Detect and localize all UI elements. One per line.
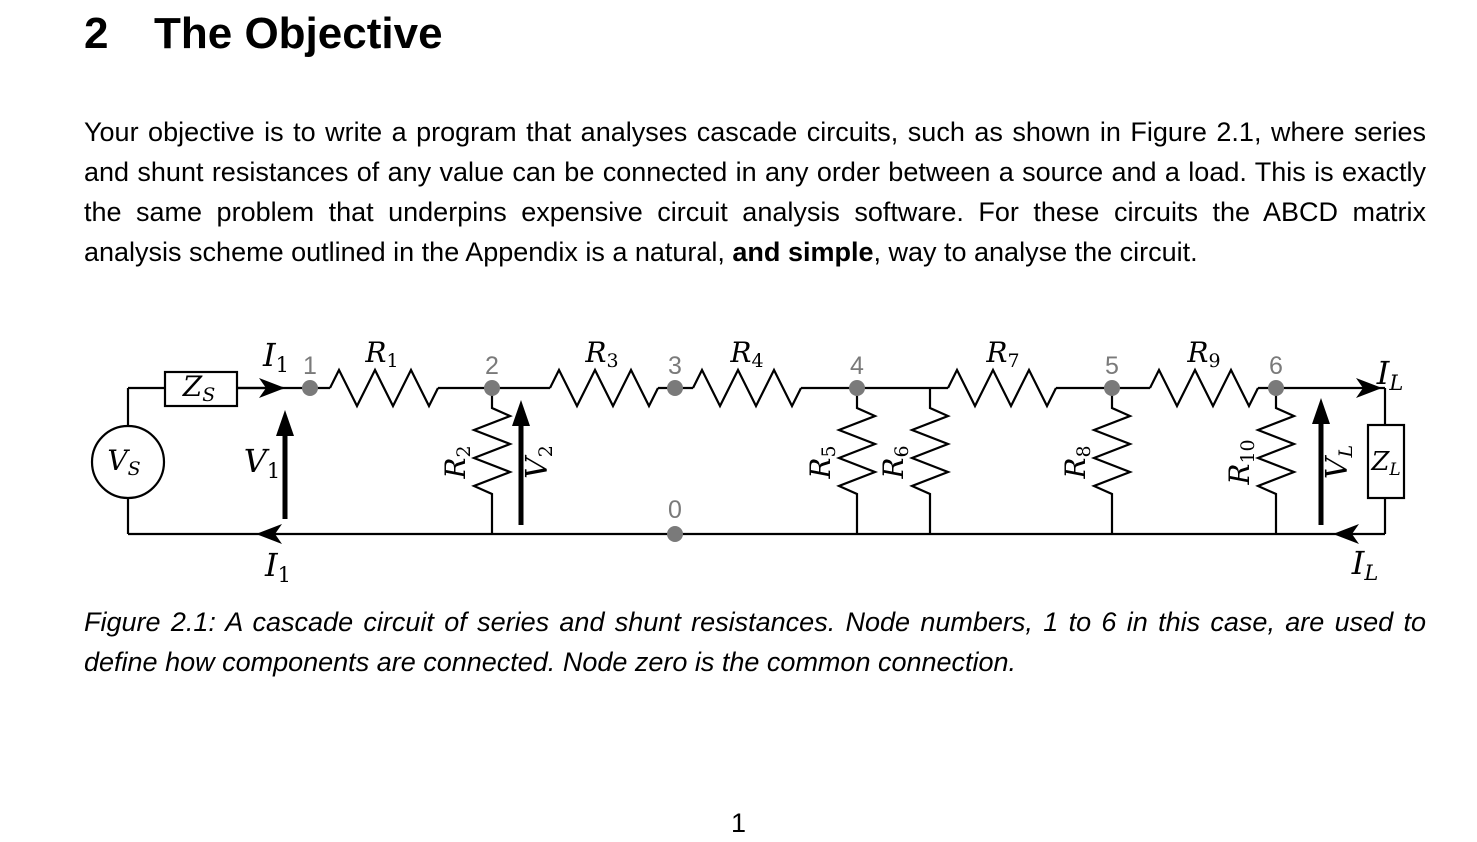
- voltage-source: [90, 424, 166, 500]
- node-dot-0: [667, 526, 683, 542]
- label-vs: VS: [107, 444, 140, 480]
- label-zl: ZL: [1370, 447, 1400, 480]
- paragraph-space: [780, 237, 788, 267]
- label-i1-top: I1: [262, 336, 289, 377]
- label-v2: V2: [520, 445, 557, 479]
- paragraph-text-end: , way to analyse the circuit.: [873, 237, 1198, 267]
- label-vl: VL: [1320, 445, 1357, 479]
- resistor-r1: [329, 367, 439, 409]
- figure-caption: Figure 2.1: A cascade circuit of series …: [84, 607, 1426, 677]
- cascade-circuit-diagram: 1 2 3 4 5 6 0 R1 R3 R4 R7 R9 R2 R5 R6 R8…: [90, 336, 1406, 587]
- load-current-arrowhead-top: [1356, 378, 1382, 398]
- node-label-1: 1: [303, 352, 317, 380]
- resistor-r4: [692, 367, 802, 409]
- resistor-r5: [835, 388, 879, 534]
- label-r7: R7: [985, 336, 1019, 372]
- label-il-top: IL: [1376, 354, 1404, 395]
- section-title: The Objective: [154, 9, 443, 58]
- node-dot-1: [302, 380, 318, 396]
- node-dot-5: [1104, 380, 1120, 396]
- input-current-arrowhead-bottom: [256, 524, 282, 544]
- bold-and: and: [732, 237, 781, 267]
- label-r3: R3: [584, 336, 618, 372]
- resistor-r7: [947, 367, 1057, 409]
- resistor-r9: [1149, 367, 1259, 409]
- label-i1-bottom: I1: [264, 546, 291, 587]
- resistor-r3: [549, 367, 659, 409]
- resistor-r6: [908, 388, 952, 534]
- node-dot-4: [849, 380, 865, 396]
- node-label-0: 0: [668, 496, 682, 524]
- node-label-3: 3: [668, 352, 682, 380]
- bold-simple: simple: [787, 237, 874, 267]
- resistor-r2: [470, 388, 514, 534]
- node-dot-2: [484, 380, 500, 396]
- node-dot-6: [1268, 380, 1284, 396]
- label-r1: R1: [364, 336, 398, 372]
- node-label-6: 6: [1269, 352, 1283, 380]
- node-label-2: 2: [485, 352, 499, 380]
- voltage-arrowhead-v2: [512, 400, 530, 426]
- section-heading: 2 The Objective: [84, 8, 443, 60]
- label-zs: ZS: [182, 370, 216, 406]
- objective-paragraph: Your objective is to write a program tha…: [84, 112, 1426, 272]
- label-r5: R5: [804, 445, 840, 479]
- resistor-r10: [1254, 388, 1298, 534]
- node-label-4: 4: [850, 352, 864, 380]
- label-il-bottom: IL: [1351, 544, 1379, 585]
- label-r9: R9: [1186, 336, 1220, 372]
- label-r4: R4: [729, 336, 763, 372]
- resistor-r8: [1090, 388, 1134, 534]
- voltage-arrowhead-v1: [276, 410, 294, 436]
- label-r10: R10: [1223, 439, 1259, 485]
- load-current-arrowhead-bottom: [1333, 524, 1359, 544]
- label-r8: R8: [1059, 445, 1095, 479]
- node-label-5: 5: [1105, 352, 1119, 380]
- voltage-arrowhead-vl: [1312, 398, 1330, 424]
- section-number: 2: [84, 9, 109, 58]
- label-r2: R2: [439, 445, 475, 479]
- node-dot-3: [667, 380, 683, 396]
- label-r6: R6: [877, 445, 913, 479]
- label-v1: V1: [244, 442, 280, 483]
- input-current-arrowhead-top: [259, 378, 285, 398]
- paragraph-text: Your objective is to write a program tha…: [84, 117, 1426, 267]
- page-number: 1: [730, 808, 747, 838]
